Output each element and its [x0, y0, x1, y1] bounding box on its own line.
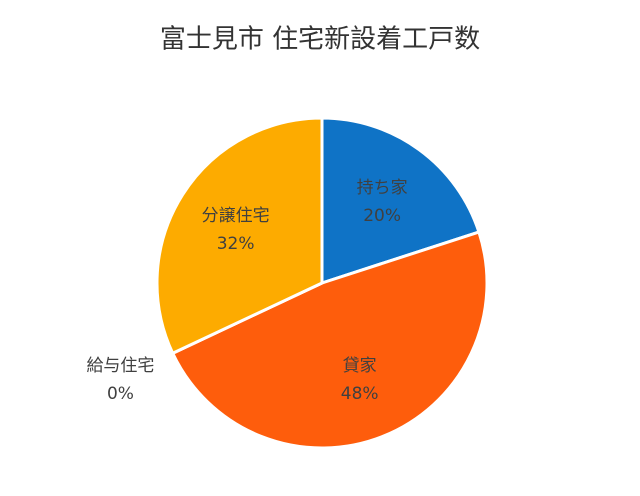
- slice-label: 分譲住宅: [202, 206, 270, 226]
- pie-slice: [155, 116, 324, 356]
- slice-label: 持ち家: [357, 178, 408, 198]
- value-label: 20%: [363, 206, 401, 226]
- pie-slice: [320, 116, 481, 286]
- value-label: 0%: [107, 384, 134, 404]
- chart-title: 富士見市 住宅新設着工戸数: [160, 25, 480, 55]
- value-label: 32%: [217, 234, 255, 254]
- slice-label: 貸家: [343, 356, 377, 376]
- slice-label: 給与住宅: [86, 356, 154, 376]
- pie-slice: [170, 230, 489, 450]
- value-label: 48%: [341, 384, 379, 404]
